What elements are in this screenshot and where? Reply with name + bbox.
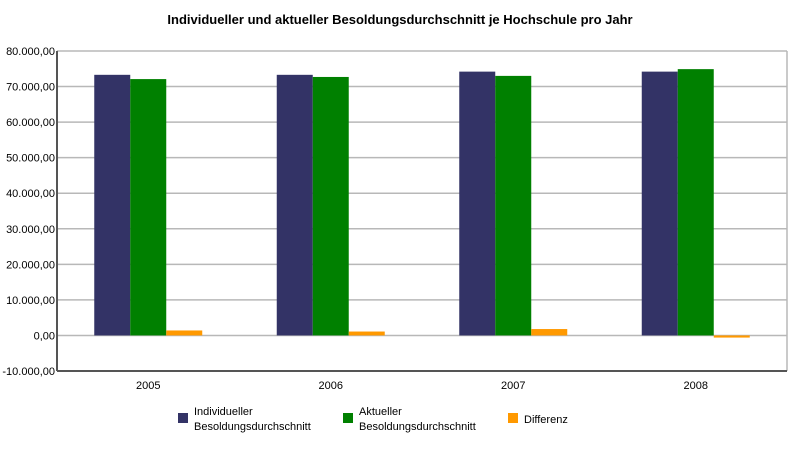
x-tick-label: 2007 [501, 380, 525, 392]
bar-2 [495, 75, 532, 336]
y-tick-label: -10.000,00 [2, 366, 55, 378]
chart-title: Individueller und aktueller Besoldungsdu… [167, 12, 632, 27]
y-tick-label: 40.000,00 [6, 188, 55, 200]
legend-label: Individueller [194, 406, 253, 418]
legend-swatch [178, 413, 188, 423]
y-tick-label: 10.000,00 [6, 295, 55, 307]
legend-swatch [343, 413, 353, 423]
y-tick-label: 70.000,00 [6, 82, 55, 94]
x-tick-label: 2008 [684, 380, 708, 392]
y-tick-label: 30.000,00 [6, 224, 55, 236]
legend-label: Besoldungsdurchschnitt [359, 421, 476, 433]
bar-3 [348, 331, 385, 336]
legend-swatch [508, 413, 518, 423]
y-tick-label: 0,00 [34, 330, 55, 342]
legend-label: Differenz [524, 414, 568, 426]
bar-1 [276, 74, 313, 336]
y-tick-label: 60.000,00 [6, 117, 55, 129]
legend-label: Besoldungsdurchschnitt [194, 421, 311, 433]
bar-1 [459, 71, 496, 336]
bar-1 [641, 71, 678, 336]
bar-2 [677, 69, 714, 336]
bar-1 [94, 74, 131, 336]
y-tick-label: 50.000,00 [6, 153, 55, 165]
bar-2 [312, 76, 349, 336]
y-tick-label: 80.000,00 [6, 46, 55, 58]
y-tick-label: 20.000,00 [6, 259, 55, 271]
x-tick-label: 2005 [136, 380, 160, 392]
bar-3 [713, 335, 750, 338]
bar-3 [166, 330, 203, 336]
legend-label: Aktueller [359, 406, 402, 418]
bar-2 [130, 79, 167, 336]
bar-3 [531, 329, 568, 336]
x-tick-label: 2006 [319, 380, 343, 392]
